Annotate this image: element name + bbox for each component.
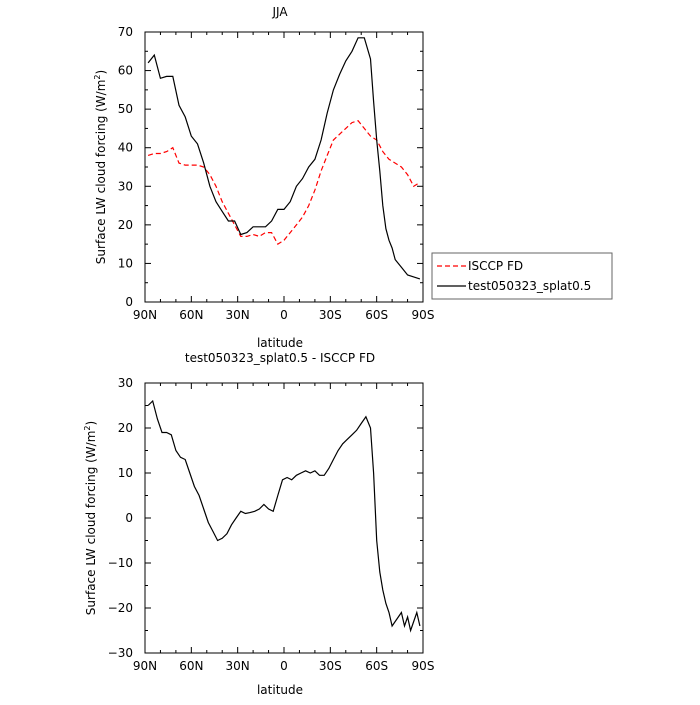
top-chart-xlabel: latitude xyxy=(257,336,303,350)
x-tick-label: 60S xyxy=(365,308,388,322)
top-chart-plot-frame xyxy=(144,31,424,303)
bottom-chart-xlabel: latitude xyxy=(257,683,303,697)
x-tick-label: 90N xyxy=(133,659,157,673)
series-line-test050323-splat0-5 xyxy=(147,37,421,280)
y-tick-label: −20 xyxy=(108,601,133,615)
y-tick-label: 50 xyxy=(118,102,133,116)
x-tick-label: 30N xyxy=(226,659,250,673)
x-tick-label: 30S xyxy=(319,308,342,322)
x-tick-label: 60N xyxy=(179,659,203,673)
y-tick-label: 0 xyxy=(125,295,133,309)
bottom-chart-title: test050323_splat0.5 - ISCCP FD xyxy=(185,351,375,365)
y-tick-label: 20 xyxy=(118,218,133,232)
x-tick-label: 60S xyxy=(365,659,388,673)
x-tick-label: 60N xyxy=(179,308,203,322)
bottom-chart-ylabel: Surface LW cloud forcing (W/m2) xyxy=(83,421,98,615)
top-chart-panel: JJA latitude Surface LW cloud forcing (W… xyxy=(93,5,434,350)
y-tick-label: 0 xyxy=(125,511,133,525)
y-tick-label: 10 xyxy=(118,256,133,270)
series-line-isccp-fd xyxy=(147,120,421,245)
y-tick-label: 40 xyxy=(118,141,133,155)
x-tick-label: 0 xyxy=(280,308,288,322)
top-chart-ylabel: Surface LW cloud forcing (W/m2) xyxy=(93,70,108,264)
y-tick-label: −10 xyxy=(108,556,133,570)
series-line-difference-0 xyxy=(147,399,421,633)
legend-label-isccp: ISCCP FD xyxy=(468,259,523,273)
y-tick-label: −30 xyxy=(108,646,133,660)
y-tick-label: 70 xyxy=(118,25,133,39)
top-chart-title: JJA xyxy=(271,5,288,19)
y-tick-label: 30 xyxy=(118,376,133,390)
legend-frame xyxy=(431,252,613,300)
top-chart-legend: ISCCP FD test050323_splat0.5 xyxy=(431,252,613,300)
y-tick-label: 30 xyxy=(118,179,133,193)
bottom-chart-panel: test050323_splat0.5 - ISCCP FD latitude … xyxy=(83,351,434,697)
y-tick-label: 20 xyxy=(118,421,133,435)
x-tick-label: 90S xyxy=(412,659,435,673)
legend-label-test: test050323_splat0.5 xyxy=(468,279,591,293)
x-tick-label: 90N xyxy=(133,308,157,322)
x-tick-label: 0 xyxy=(280,659,288,673)
y-tick-label: 60 xyxy=(118,64,133,78)
x-tick-label: 30N xyxy=(226,308,250,322)
x-tick-label: 90S xyxy=(412,308,435,322)
bottom-chart-plot-frame xyxy=(144,382,424,654)
x-tick-label: 30S xyxy=(319,659,342,673)
y-tick-label: 10 xyxy=(118,466,133,480)
